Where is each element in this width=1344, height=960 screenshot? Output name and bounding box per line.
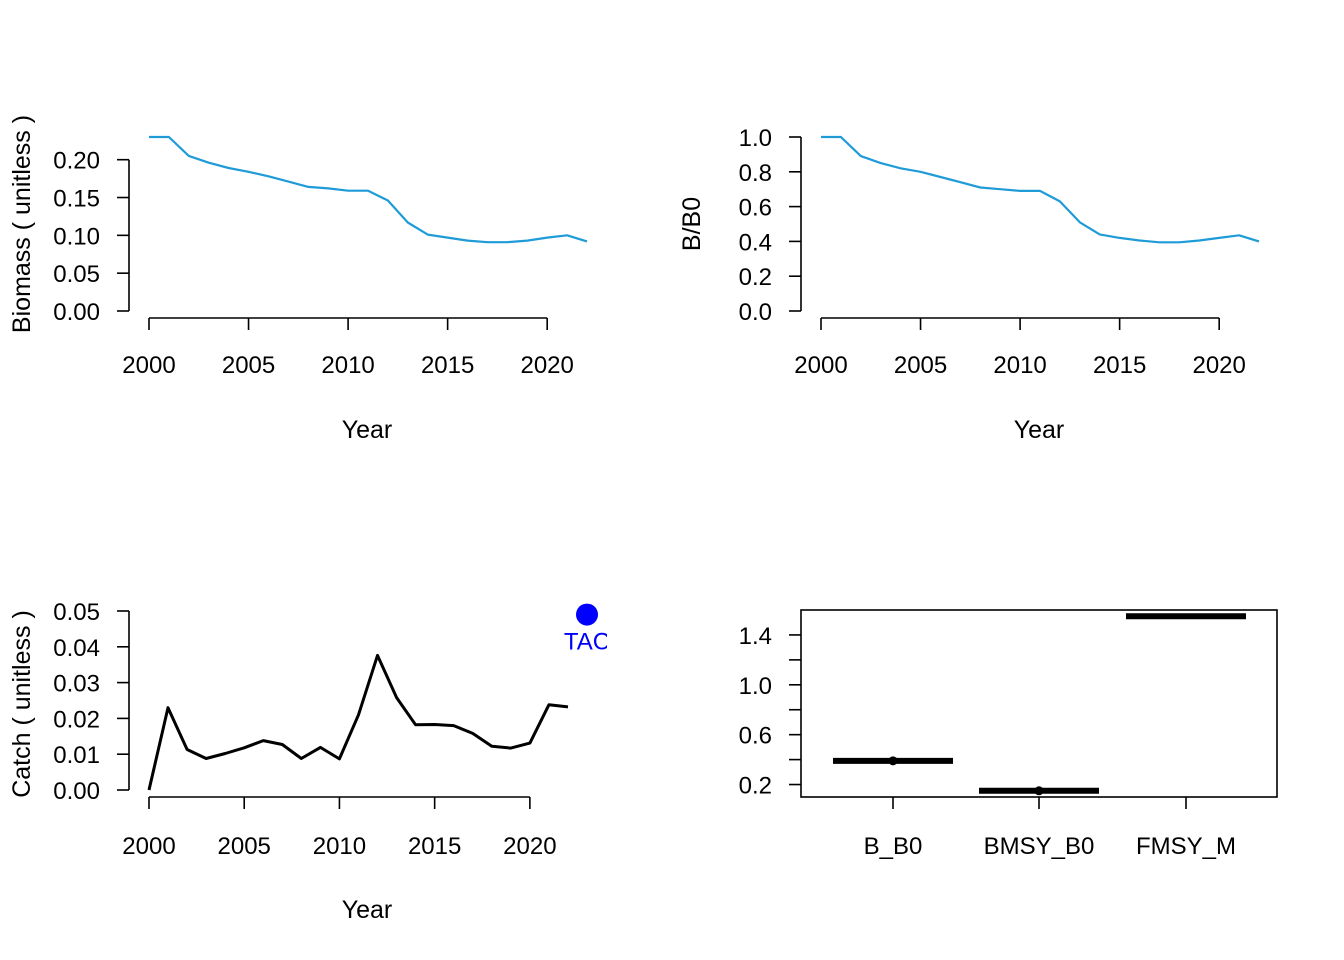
biomass-plot-area: 2000 2005 2010 2015 2020 0.00 0.05 0.10 0.15 0.20 bbox=[53, 135, 588, 379]
reference-points-y-tick-label: 0.6 bbox=[739, 723, 772, 750]
catch-x-tick-label: 2015 bbox=[408, 833, 461, 860]
catch-tac-point bbox=[576, 603, 598, 626]
biomass-y-tick-label: 0.00 bbox=[53, 299, 100, 326]
biomass-x-axis-title: Year bbox=[342, 416, 393, 444]
b-b0-y-axis-title: B/B0 bbox=[678, 197, 706, 251]
catch-x-axis-title: Year bbox=[342, 896, 393, 924]
b-b0-x-tick-label: 2020 bbox=[1192, 352, 1245, 379]
catch-series-line bbox=[147, 653, 569, 791]
biomass-x-tick-label: 2010 bbox=[321, 352, 374, 379]
reference-points-category-label: BMSY_B0 bbox=[984, 833, 1095, 860]
biomass-y-tick-label: 0.10 bbox=[53, 223, 100, 250]
reference-points-y-tick-label: 0.2 bbox=[739, 773, 772, 800]
b-b0-plot-area: 2000 2005 2010 2015 2020 0.0 0.2 0.4 0.6 0.8 1.0 bbox=[739, 125, 1260, 379]
reference-points-plot-box bbox=[800, 609, 1278, 798]
panel-reference-points: 0.2 0.6 1.0 1.4 B_B0 BMSY_B0 FMSY_M bbox=[739, 609, 1278, 860]
catch-y-tick-label: 0.05 bbox=[53, 599, 100, 626]
catch-y-tick-label: 0.02 bbox=[53, 706, 100, 733]
catch-x-tick-label: 2010 bbox=[313, 833, 366, 860]
reference-points-y-tick-label: 1.0 bbox=[739, 673, 772, 700]
catch-x-tick-label: 2005 bbox=[218, 833, 271, 860]
biomass-y-axis-title: Biomass ( unitless ) bbox=[8, 115, 36, 333]
catch-y-tick-label: 0.00 bbox=[53, 778, 100, 805]
b-b0-y-tick-label: 0.4 bbox=[739, 229, 772, 256]
catch-plot-area: 2000 2005 2010 2015 2020 0.00 0.01 0.02 0.03 0.04… bbox=[53, 599, 610, 860]
b-b0-x-tick-label: 2010 bbox=[993, 352, 1046, 379]
b-b0-series-line bbox=[821, 135, 1260, 244]
catch-y-tick-label: 0.04 bbox=[53, 635, 100, 662]
reference-points-median-point bbox=[888, 756, 898, 766]
biomass-y-tick-label: 0.15 bbox=[53, 186, 100, 213]
biomass-y-tick-label: 0.05 bbox=[53, 261, 100, 288]
panel-b-b0: 2000 2005 2010 2015 2020 0.0 0.2 0.4 0.6 0.8 1.0 Y… bbox=[678, 125, 1260, 444]
biomass-x-tick-label: 2000 bbox=[122, 352, 175, 379]
catch-x-tick-label: 2000 bbox=[122, 833, 175, 860]
b-b0-y-tick-label: 0.2 bbox=[739, 264, 772, 291]
reference-points-plot-area: 0.2 0.6 1.0 1.4 B_B0 BMSY_B0 FMSY_M bbox=[739, 609, 1278, 860]
reference-points-category-label: FMSY_M bbox=[1136, 833, 1236, 860]
reference-points-y-tick-label: 1.4 bbox=[739, 623, 772, 650]
b-b0-x-tick-label: 2005 bbox=[894, 352, 947, 379]
b-b0-x-tick-label: 2000 bbox=[794, 352, 847, 379]
biomass-series-line bbox=[149, 135, 588, 244]
b-b0-y-tick-label: 0.8 bbox=[739, 160, 772, 187]
reference-points-median-point bbox=[1034, 786, 1044, 796]
catch-annotation-group: TAC bbox=[564, 603, 610, 656]
b-b0-y-tick-label: 0.6 bbox=[739, 195, 772, 222]
panel-biomass: 2000 2005 2010 2015 2020 0.00 0.05 0.10 0.15 0.20… bbox=[8, 115, 588, 444]
catch-y-axis-title: Catch ( unitless ) bbox=[8, 610, 36, 798]
catch-y-tick-label: 0.01 bbox=[53, 742, 100, 769]
biomass-x-tick-label: 2020 bbox=[520, 352, 573, 379]
b-b0-x-axis-title: Year bbox=[1014, 416, 1065, 444]
panel-catch: 2000 2005 2010 2015 2020 0.00 0.01 0.02 0.03 0.04… bbox=[8, 599, 610, 924]
biomass-y-tick-label: 0.20 bbox=[53, 148, 100, 175]
reference-points-category-label: B_B0 bbox=[864, 833, 923, 860]
catch-y-tick-label: 0.03 bbox=[53, 671, 100, 698]
biomass-x-tick-label: 2005 bbox=[222, 352, 275, 379]
biomass-x-tick-label: 2015 bbox=[421, 352, 474, 379]
catch-tac-label: TAC bbox=[564, 629, 610, 656]
b-b0-y-tick-label: 0.0 bbox=[739, 299, 772, 326]
catch-x-tick-label: 2020 bbox=[503, 833, 556, 860]
b-b0-y-tick-label: 1.0 bbox=[739, 125, 772, 152]
b-b0-x-tick-label: 2015 bbox=[1093, 352, 1146, 379]
